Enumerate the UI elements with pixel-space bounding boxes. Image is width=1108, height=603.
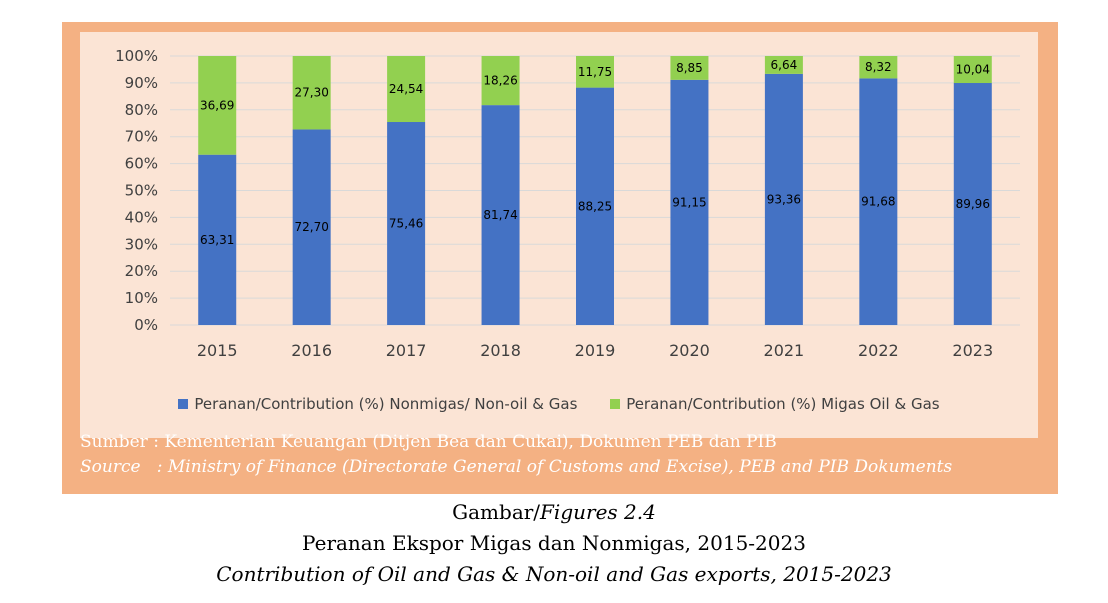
data-label-migas: 18,26 bbox=[483, 74, 517, 88]
data-label-nonmigas: 91,15 bbox=[672, 195, 706, 209]
y-tick-label: 50% bbox=[125, 182, 158, 200]
chart-frame: 0% 10% 20% 30% 40% 50% 60% 70% 80% 90% 100% 63,31 36… bbox=[62, 22, 1058, 494]
bar-nonmigas bbox=[859, 78, 898, 325]
bar-nonmigas bbox=[764, 73, 803, 325]
stacked-bar-chart: 0% 10% 20% 30% 40% 50% 60% 70% 80% 90% 100% 63,31 36… bbox=[115, 47, 1020, 360]
y-tick-label: 30% bbox=[125, 235, 158, 253]
y-tick-label: 10% bbox=[125, 289, 158, 307]
figure-number: Gambar/Figures 2.4 bbox=[0, 500, 1108, 524]
figure-prefix: Gambar/ bbox=[452, 500, 541, 524]
data-label-migas: 10,04 bbox=[956, 63, 990, 77]
bar-nonmigas bbox=[670, 79, 709, 325]
data-label-nonmigas: 72,70 bbox=[294, 220, 328, 234]
legend-item-nonmigas: Peranan/Contribution (%) Nonmigas/ Non-o… bbox=[178, 395, 577, 413]
y-tick-label: 60% bbox=[125, 155, 158, 173]
data-label-nonmigas: 93,36 bbox=[767, 192, 801, 206]
data-label-nonmigas: 81,74 bbox=[483, 208, 517, 222]
bar-migas bbox=[953, 56, 992, 84]
figure-title: Peranan Ekspor Migas dan Nonmigas, 2015-… bbox=[302, 531, 806, 555]
data-label-nonmigas: 88,25 bbox=[578, 199, 612, 213]
legend-swatch-migas bbox=[610, 399, 621, 409]
y-tick-label: 20% bbox=[125, 262, 158, 280]
x-tick-label: 2016 bbox=[291, 341, 332, 360]
y-tick-label: 70% bbox=[125, 128, 158, 146]
data-label-nonmigas: 89,96 bbox=[956, 197, 990, 211]
legend-label-nonmigas: Peranan/Contribution (%) Nonmigas/ Non-o… bbox=[194, 395, 578, 413]
x-tick-label: 2019 bbox=[575, 341, 616, 360]
data-label-migas: 8,85 bbox=[676, 61, 703, 75]
legend-item-migas: Peranan/Contribution (%) Migas Oil & Gas bbox=[610, 395, 940, 413]
bar-nonmigas bbox=[953, 83, 992, 325]
figure-label: Figures 2.4 bbox=[540, 500, 656, 524]
x-tick-label: 2021 bbox=[764, 341, 805, 360]
bar-nonmigas bbox=[387, 122, 426, 325]
data-label-migas: 24,54 bbox=[389, 82, 423, 96]
x-tick-label: 2022 bbox=[858, 341, 899, 360]
data-label-nonmigas: 91,68 bbox=[861, 195, 895, 209]
data-label-migas: 27,30 bbox=[294, 86, 328, 100]
data-label-migas: 36,69 bbox=[200, 98, 234, 112]
data-label-nonmigas: 63,31 bbox=[200, 233, 234, 247]
y-tick-label: 80% bbox=[125, 101, 158, 119]
chart-legend: Peranan/Contribution (%) Nonmigas/ Non-o… bbox=[80, 395, 1038, 413]
x-tick-label: 2017 bbox=[386, 341, 427, 360]
y-tick-label: 0% bbox=[134, 316, 158, 334]
x-tick-label: 2018 bbox=[480, 341, 521, 360]
legend-label-migas: Peranan/Contribution (%) Migas Oil & Gas bbox=[626, 395, 940, 413]
bar-migas bbox=[576, 56, 614, 88]
bar-nonmigas bbox=[576, 87, 614, 325]
bar-migas bbox=[292, 56, 331, 130]
x-tick-label: 2015 bbox=[197, 341, 238, 360]
bar-migas bbox=[198, 56, 237, 155]
y-tick-label: 100% bbox=[115, 47, 158, 65]
bar-migas bbox=[764, 56, 803, 74]
source-line-id: Sumber : Kementerian Keuangan (Ditjen Be… bbox=[80, 432, 777, 452]
data-label-migas: 11,75 bbox=[578, 65, 612, 79]
bar-nonmigas bbox=[292, 129, 331, 325]
data-label-nonmigas: 75,46 bbox=[389, 217, 423, 231]
y-tick-label: 40% bbox=[125, 208, 158, 226]
bar-nonmigas bbox=[198, 154, 237, 325]
bar-migas bbox=[481, 56, 520, 106]
data-label-migas: 6,64 bbox=[771, 58, 798, 72]
figure-subtitle: Contribution of Oil and Gas & Non-oil an… bbox=[216, 562, 892, 586]
legend-swatch-nonmigas bbox=[178, 399, 189, 409]
bar-migas bbox=[859, 56, 898, 79]
data-label-migas: 8,32 bbox=[865, 60, 892, 74]
x-tick-label: 2023 bbox=[952, 341, 993, 360]
bar-migas bbox=[387, 56, 426, 123]
source-line-en: Source : Ministry of Finance (Directorat… bbox=[80, 457, 953, 477]
bar-nonmigas bbox=[481, 105, 520, 325]
y-tick-label: 90% bbox=[125, 74, 158, 92]
x-tick-label: 2020 bbox=[669, 341, 710, 360]
chart-plot-area: 0% 10% 20% 30% 40% 50% 60% 70% 80% 90% 100% 63,31 36… bbox=[80, 32, 1038, 438]
bar-migas bbox=[670, 56, 709, 80]
